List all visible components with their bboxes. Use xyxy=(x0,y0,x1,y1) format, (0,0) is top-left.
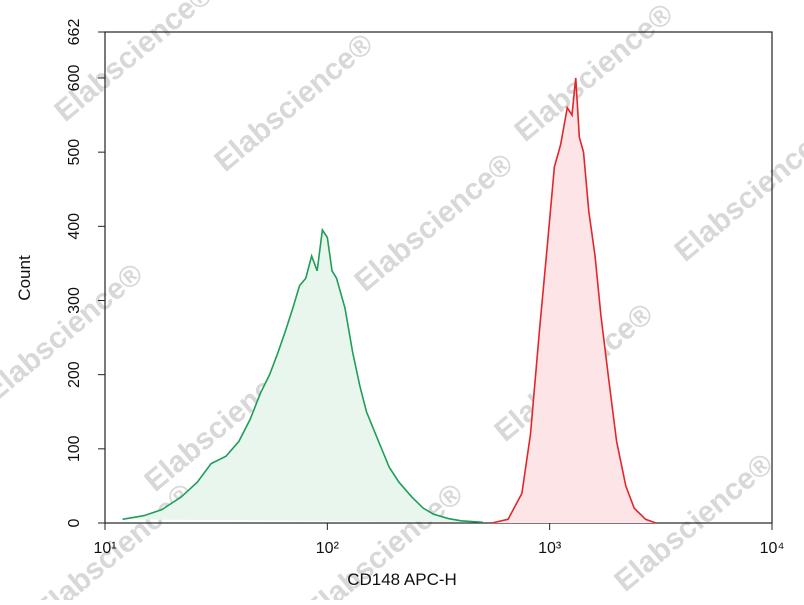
x-tick-label: 10¹ xyxy=(93,540,116,557)
x-tick-label: 10² xyxy=(316,540,340,557)
y-tick-label: 662 xyxy=(66,19,83,46)
plot-frame xyxy=(104,31,773,524)
histogram-area xyxy=(491,77,656,523)
y-axis-label: Count xyxy=(15,255,34,301)
y-tick-label: 400 xyxy=(66,213,83,240)
y-tick-label: 500 xyxy=(66,139,83,166)
x-axis-label: CD148 APC-H xyxy=(347,570,457,589)
x-tick-label: 10³ xyxy=(538,540,562,557)
y-tick-label: 100 xyxy=(66,435,83,462)
y-tick-label: 600 xyxy=(66,65,83,92)
watermark: Elabscience® xyxy=(668,117,804,268)
watermark: Elabscience® xyxy=(348,147,519,298)
y-tick-label: 0 xyxy=(66,518,83,527)
histogram-area xyxy=(122,230,483,523)
watermark: Elabscience® xyxy=(28,477,199,600)
x-tick-label: 10⁴ xyxy=(760,540,785,557)
watermark: Elabscience® xyxy=(508,0,679,148)
histogram-line xyxy=(491,77,657,524)
watermark: Elabscience® xyxy=(208,27,379,178)
y-tick-label: 300 xyxy=(66,287,83,314)
y-tick-label: 200 xyxy=(66,361,83,388)
histogram-line xyxy=(122,227,483,524)
